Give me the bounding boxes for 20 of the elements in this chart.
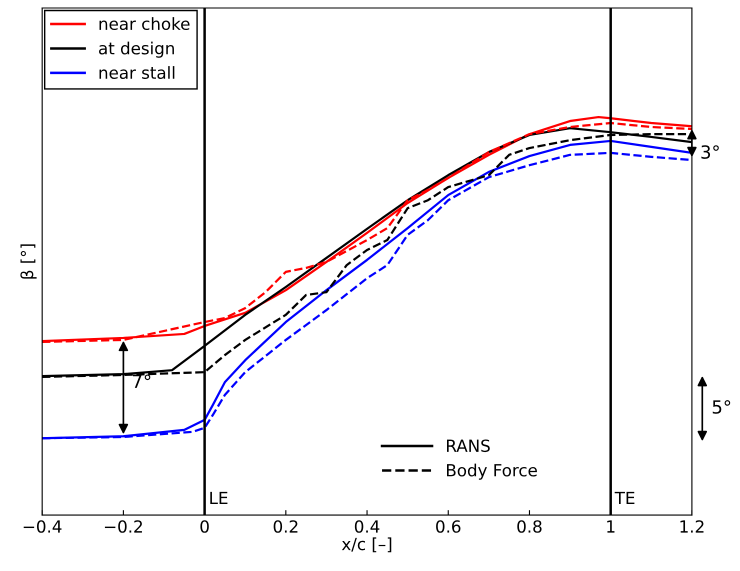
x-tick-label: 1.2 bbox=[680, 520, 704, 533]
x-tick-label: 0.2 bbox=[274, 520, 298, 533]
ref-line-label: TE bbox=[614, 492, 634, 504]
x-tick-label: −0.4 bbox=[24, 520, 62, 533]
x-tick-label: 0.4 bbox=[354, 520, 380, 533]
x-tick-label: −0.2 bbox=[104, 520, 142, 533]
annotation: RANS bbox=[447, 439, 490, 452]
y-axis-title: β [°] bbox=[20, 244, 37, 279]
annotation: Body Force bbox=[447, 464, 537, 480]
legend-label: near stall bbox=[100, 66, 174, 79]
x-tick-label: 1 bbox=[607, 520, 614, 533]
text: 5° bbox=[712, 400, 730, 414]
x-tick-label: 0.6 bbox=[436, 520, 460, 533]
x-axis-title: x/c [–] bbox=[342, 537, 392, 552]
annotation: 3° bbox=[701, 145, 719, 159]
ref-line-label: LE bbox=[210, 492, 228, 504]
x-tick-label: 0.8 bbox=[517, 520, 542, 533]
x-tick-label: 0 bbox=[200, 520, 209, 533]
legend-label: at design bbox=[99, 42, 174, 58]
legend-label: near choke bbox=[100, 17, 190, 30]
